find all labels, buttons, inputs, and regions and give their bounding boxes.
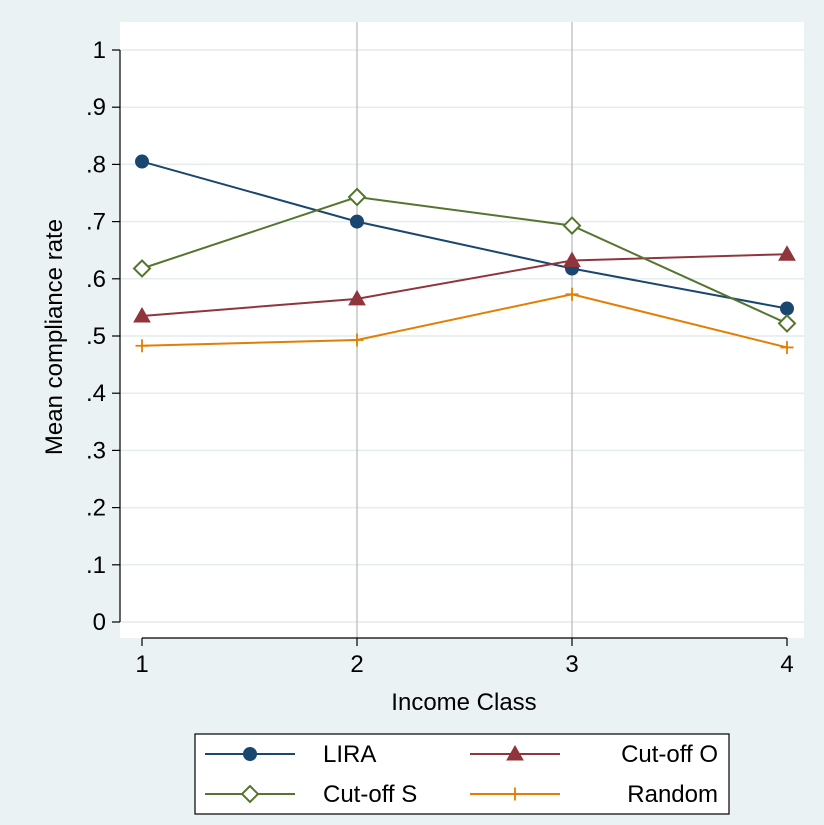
x-tick-label: 1 xyxy=(135,651,148,678)
series-lira xyxy=(135,154,794,316)
data-point-cut-off-s xyxy=(347,187,367,207)
legend-marker-lira xyxy=(243,747,257,761)
series-line-cut-off-o xyxy=(141,253,788,317)
y-tick-label: .2 xyxy=(86,495,106,522)
data-point-cut-off-s xyxy=(562,216,582,236)
y-tick-label: 1 xyxy=(93,37,106,64)
plot-area xyxy=(120,22,804,638)
series-line-lira xyxy=(141,160,788,310)
y-tick-label: .6 xyxy=(86,266,106,293)
y-tick-label: .9 xyxy=(86,94,106,121)
y-tick-label: .4 xyxy=(86,380,106,407)
legend-marker-random xyxy=(508,787,522,801)
x-tick-label: 3 xyxy=(565,651,578,678)
legend-box xyxy=(194,733,730,815)
series-line-cut-off-s xyxy=(141,195,788,325)
data-point-lira xyxy=(135,154,149,169)
legend-marker-cut-off-s xyxy=(240,784,260,804)
series-cut-off-s xyxy=(132,187,797,333)
y-tick-label: .7 xyxy=(86,209,106,236)
y-axis-label: Mean compliance rate xyxy=(41,219,68,455)
axes: 0 .1 .2 .3 .4 .5 .6 .7 .8 .9 1 1 2 3 4 xyxy=(86,37,794,678)
y-tick-label: .5 xyxy=(86,323,106,350)
data-point-random xyxy=(780,340,794,354)
data-point-lira xyxy=(780,301,794,316)
data-point-cut-off-o xyxy=(133,306,151,323)
data-point-random xyxy=(350,333,364,347)
data-point-random xyxy=(565,287,579,301)
series-cut-off-o xyxy=(133,245,796,323)
y-tick-label: .1 xyxy=(86,552,106,579)
x-tick-label: 2 xyxy=(350,651,363,678)
y-tick-label: .3 xyxy=(86,437,106,464)
legend-label-cut-off-o: Cut-off O xyxy=(621,741,718,768)
legend-label-cut-off-s: Cut-off S xyxy=(323,781,417,808)
legend-item-lira: LIRA xyxy=(205,741,376,768)
legend-item-random: Random xyxy=(470,781,718,808)
data-point-cut-off-o xyxy=(563,251,581,267)
data-point-cut-off-o xyxy=(348,289,366,306)
legend-label-random: Random xyxy=(627,781,718,808)
data-point-cut-off-o xyxy=(778,245,796,261)
legend-marker-cut-off-o xyxy=(506,744,524,761)
legend-item-cut-off-s: Cut-off S xyxy=(205,781,417,808)
data-point-random xyxy=(135,339,149,353)
y-tick-label: .8 xyxy=(86,151,106,178)
legend-item-cut-off-o: Cut-off O xyxy=(470,741,718,768)
grid-lines xyxy=(120,22,804,638)
series-line-random xyxy=(141,293,788,349)
y-tick-label: 0 xyxy=(93,609,106,636)
legend: LIRA Cut-off O Cut-off S Random xyxy=(194,733,730,815)
series-layer xyxy=(132,154,797,354)
x-tick-label: 4 xyxy=(780,651,793,678)
data-point-cut-off-s xyxy=(132,259,152,278)
data-point-cut-off-s xyxy=(777,314,797,333)
x-axis-label: Income Class xyxy=(391,689,536,716)
legend-label-lira: LIRA xyxy=(323,741,376,768)
data-point-lira xyxy=(350,214,364,229)
series-random xyxy=(135,287,794,354)
